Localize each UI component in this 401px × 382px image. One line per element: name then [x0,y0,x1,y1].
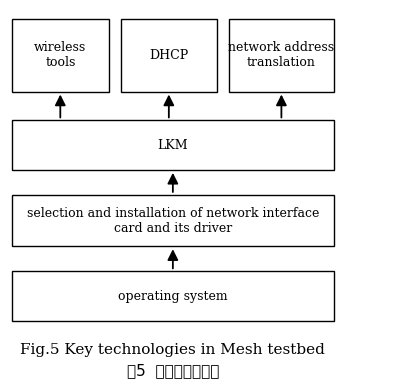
Text: DHCP: DHCP [149,49,188,62]
Text: operating system: operating system [118,290,227,303]
Text: Fig.5 Key technologies in Mesh testbed: Fig.5 Key technologies in Mesh testbed [20,343,324,356]
Bar [12,271,333,321]
Bar [12,19,108,92]
Text: selection and installation of network interface
card and its driver: selection and installation of network in… [26,207,318,235]
Text: LKM: LKM [157,139,188,152]
Text: wireless
tools: wireless tools [34,41,86,70]
Bar [229,19,333,92]
Text: 图5  测试床关键技术: 图5 测试床关键技术 [126,363,219,378]
Bar [120,19,217,92]
Bar [12,120,333,170]
Bar [12,195,333,246]
Text: network address
translation: network address translation [228,41,334,70]
